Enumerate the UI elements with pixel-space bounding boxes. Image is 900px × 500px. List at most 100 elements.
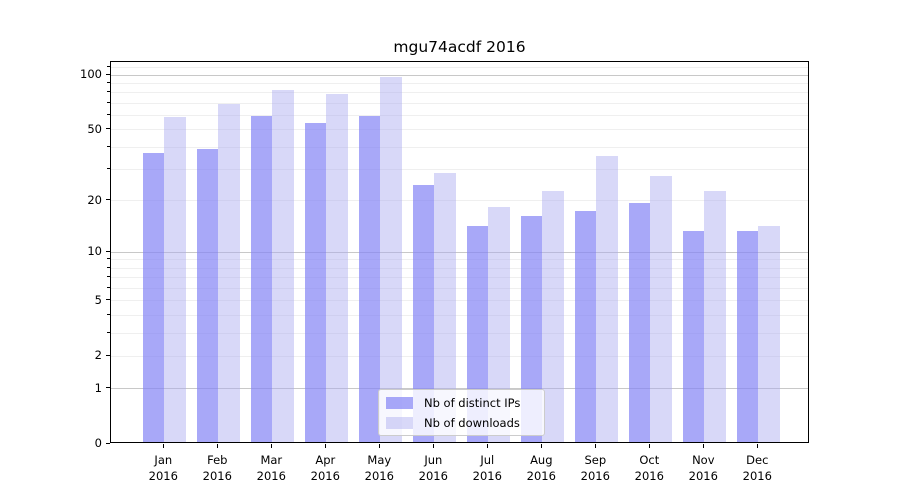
- x-tick-year: 2016: [526, 469, 556, 483]
- y-axis-minor-tick: [107, 276, 110, 278]
- x-tick-month: Aug: [530, 453, 553, 467]
- x-tick-month: May: [367, 453, 392, 467]
- legend-label: Nb of distinct IPs: [424, 395, 521, 410]
- bar-distinct-ips: [736, 231, 759, 442]
- grid-line-minor: [111, 267, 808, 269]
- y-axis-minor-tick: [107, 266, 110, 268]
- bar-downloads: [758, 225, 780, 442]
- legend-swatch-distinct-ips: [386, 396, 413, 409]
- x-axis-tick-label: May 2016: [349, 452, 409, 484]
- grid-line-minor: [111, 200, 808, 202]
- y-axis-tick: [105, 387, 110, 389]
- x-tick-month: Dec: [746, 453, 769, 467]
- x-axis-tick-label: Sep 2016: [565, 452, 625, 484]
- y-axis-minor-tick: [107, 66, 110, 68]
- x-axis-tick-label: Aug 2016: [511, 452, 571, 484]
- y-axis-minor-tick: [107, 101, 110, 103]
- x-tick-year: 2016: [580, 469, 610, 483]
- grid-line-minor: [111, 114, 808, 116]
- x-tick-year: 2016: [688, 469, 718, 483]
- y-axis-minor-tick: [107, 313, 110, 315]
- y-axis-tick-label: 20: [87, 192, 102, 207]
- x-axis-tick: [594, 444, 596, 448]
- bar-distinct-ips: [358, 116, 381, 442]
- x-tick-month: Oct: [639, 453, 660, 467]
- grid-line-minor: [111, 67, 808, 69]
- y-axis-tick-label: 2: [94, 348, 102, 363]
- x-axis-tick: [324, 444, 326, 448]
- x-axis-tick: [648, 444, 650, 448]
- bar-downloads: [488, 206, 510, 442]
- x-axis-tick-label: Jan 2016: [133, 452, 193, 484]
- grid-line-minor: [111, 314, 808, 316]
- bar-downloads: [650, 175, 672, 442]
- plot-area: [110, 61, 809, 443]
- x-tick-month: Apr: [315, 453, 336, 467]
- x-tick-year: 2016: [472, 469, 502, 483]
- y-axis-minor-tick: [107, 258, 110, 260]
- x-tick-month: Mar: [260, 453, 283, 467]
- x-axis-tick: [162, 444, 164, 448]
- grid-line-minor: [111, 129, 808, 131]
- bar-downloads: [380, 77, 402, 442]
- y-axis-tick: [105, 250, 110, 253]
- bar-downloads: [326, 93, 348, 442]
- x-tick-year: 2016: [418, 469, 448, 483]
- y-axis-tick-label: 50: [87, 121, 102, 136]
- bar-distinct-ips: [628, 202, 651, 442]
- y-axis-tick-label: 1: [94, 380, 102, 395]
- y-axis-tick-label: 100: [80, 67, 102, 82]
- x-axis-tick-label: Feb 2016: [187, 452, 247, 484]
- bar-downloads: [218, 103, 240, 442]
- bar-downloads: [272, 89, 294, 442]
- y-axis-minor-tick: [107, 113, 110, 115]
- bar-distinct-ips: [520, 215, 543, 442]
- y-axis-minor-tick: [107, 91, 110, 93]
- x-axis-tick: [378, 444, 380, 448]
- bar-downloads: [596, 155, 618, 442]
- x-tick-month: Sep: [584, 453, 607, 467]
- x-tick-year: 2016: [202, 469, 232, 483]
- x-tick-year: 2016: [256, 469, 286, 483]
- grid-line-minor: [111, 287, 808, 289]
- legend-swatch-downloads: [386, 416, 413, 429]
- bar-downloads: [542, 191, 564, 442]
- grid-line-minor: [111, 259, 808, 261]
- x-tick-year: 2016: [364, 469, 394, 483]
- bar-distinct-ips: [250, 116, 273, 442]
- x-axis-tick-label: Jun 2016: [403, 452, 463, 484]
- x-tick-month: Nov: [692, 453, 715, 467]
- bar-downloads: [164, 117, 186, 442]
- legend-label: Nb of downloads: [424, 415, 520, 430]
- plot-canvas: [111, 62, 808, 442]
- y-axis-tick: [105, 199, 110, 201]
- y-axis-minor-tick: [107, 286, 110, 288]
- bar-distinct-ips: [196, 149, 219, 442]
- grid-line-minor: [111, 300, 808, 302]
- grid-line-major: [111, 388, 808, 390]
- bar-distinct-ips: [304, 123, 327, 442]
- x-axis-tick-label: Dec 2016: [727, 452, 787, 484]
- x-axis-tick-label: Mar 2016: [241, 452, 301, 484]
- y-axis-minor-tick: [107, 81, 110, 83]
- grid-line-minor: [111, 355, 808, 357]
- x-tick-year: 2016: [742, 469, 772, 483]
- y-axis-tick-label: 10: [87, 244, 102, 259]
- x-axis-tick: [270, 444, 272, 448]
- x-tick-year: 2016: [310, 469, 340, 483]
- y-axis-tick: [105, 73, 110, 75]
- y-axis-tick-label: 5: [94, 292, 102, 307]
- bar-downloads: [704, 191, 726, 442]
- x-axis-tick: [756, 444, 758, 448]
- x-axis-tick: [486, 444, 488, 448]
- grid-line-minor: [111, 102, 808, 104]
- legend-entry: Nb of downloads: [386, 413, 536, 433]
- grid-line-minor: [111, 82, 808, 84]
- x-tick-month: Jan: [154, 453, 173, 467]
- grid-line-minor: [111, 169, 808, 171]
- x-axis-tick-label: Jul 2016: [457, 452, 517, 484]
- grid-line-major: [111, 251, 808, 253]
- y-axis-tick-label: 0: [94, 436, 102, 450]
- x-tick-month: Feb: [207, 453, 228, 467]
- x-axis-tick-label: Nov 2016: [673, 452, 733, 484]
